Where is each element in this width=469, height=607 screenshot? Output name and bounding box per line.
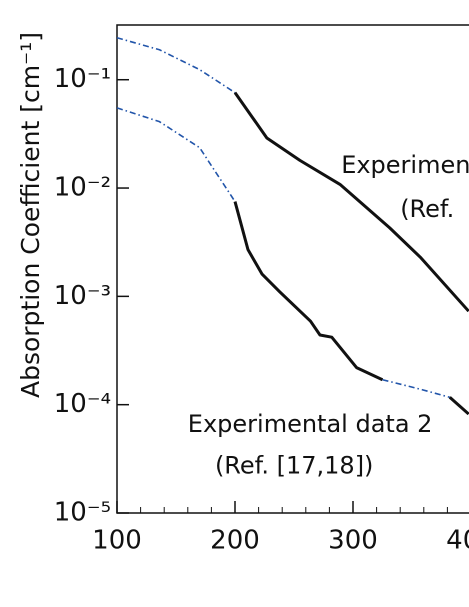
series-line xyxy=(233,91,469,313)
x-tick-label: 100 xyxy=(92,526,142,556)
y-axis-label: Absorption Coefficient [cm⁻¹] xyxy=(16,32,45,398)
y-tick-label: 10⁻⁵ xyxy=(54,498,111,528)
x-tick-label: 300 xyxy=(328,526,378,556)
axis-frame xyxy=(116,24,469,514)
series-line xyxy=(116,36,236,94)
x-tick-label: 400 xyxy=(446,526,469,556)
x-tick-label: 200 xyxy=(210,526,260,556)
annotation: Experimental data 1 xyxy=(341,151,469,179)
series-line xyxy=(116,107,236,203)
y-tick-label: 10⁻³ xyxy=(54,281,111,311)
y-tick-label: 10⁻¹ xyxy=(54,64,111,94)
annotation: (Ref. [17,18]) xyxy=(215,451,373,479)
series-line xyxy=(448,396,469,416)
annotation: Experimental data 2 xyxy=(188,410,433,438)
y-tick-label: 10⁻⁴ xyxy=(54,389,111,419)
series-line xyxy=(233,201,384,382)
annotation: (Ref. xyxy=(400,195,454,223)
series-line xyxy=(382,378,450,399)
y-tick-label: 10⁻² xyxy=(54,173,111,203)
